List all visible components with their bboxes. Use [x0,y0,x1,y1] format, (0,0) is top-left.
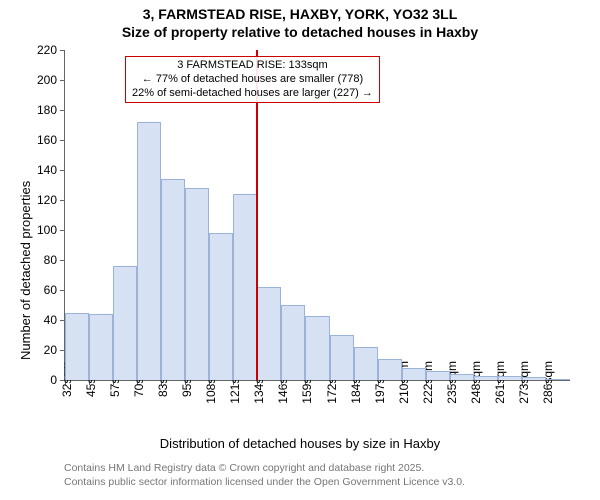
marker-info-line: 22% of semi-detached houses are larger (… [132,87,373,101]
xtick-label: 286sqm [541,361,555,411]
histogram-bar [89,314,113,380]
plot-area: 02040608010012014016018020022032sqm45sqm… [64,50,570,381]
y-axis-label: Number of detached properties [18,181,33,360]
histogram-bar [330,335,354,380]
histogram-bar [161,179,185,380]
xtick-label: 248sqm [469,361,483,411]
xtick-label: 273sqm [517,361,531,411]
ytick-label: 20 [44,343,57,357]
chart-title-line2: Size of property relative to detached ho… [0,24,600,40]
ytick-mark [60,290,65,291]
histogram-bar [209,233,233,380]
ytick-label: 60 [44,283,57,297]
histogram-bar [281,305,305,380]
marker-info-line: 3 FARMSTEAD RISE: 133sqm [132,59,373,73]
ytick-label: 80 [44,253,57,267]
histogram-bar [402,368,426,380]
ytick-mark [60,50,65,51]
histogram-bar [257,287,281,380]
ytick-label: 220 [37,43,57,57]
histogram-bar [474,376,498,381]
ytick-label: 160 [37,133,57,147]
histogram-bar [498,376,522,381]
ytick-mark [60,110,65,111]
ytick-mark [60,260,65,261]
histogram-bar [450,374,474,380]
ytick-mark [60,170,65,171]
footer-line1: Contains HM Land Registry data © Crown c… [64,462,465,476]
histogram-bar [137,122,161,380]
ytick-label: 180 [37,103,57,117]
ytick-label: 0 [50,373,57,387]
ytick-label: 200 [37,73,57,87]
ytick-mark [60,80,65,81]
histogram-bar [305,316,329,381]
histogram-bar [378,359,402,380]
marker-info-line: ← 77% of detached houses are smaller (77… [132,73,373,87]
x-axis-label: Distribution of detached houses by size … [0,436,600,451]
ytick-label: 100 [37,223,57,237]
histogram-bar [185,188,209,380]
ytick-mark [60,230,65,231]
ytick-label: 40 [44,313,57,327]
xtick-label: 261sqm [493,361,507,411]
histogram-bar [65,313,89,381]
histogram-bar [113,266,137,380]
ytick-mark [60,200,65,201]
ytick-mark [60,140,65,141]
histogram-bar [426,371,450,380]
histogram-bar [354,347,378,380]
marker-info-box: 3 FARMSTEAD RISE: 133sqm← 77% of detache… [125,56,380,103]
xtick-label: 235sqm [445,361,459,411]
ytick-label: 120 [37,193,57,207]
histogram-bar [522,377,546,380]
ytick-label: 140 [37,163,57,177]
histogram-bar [546,379,570,380]
footer-line2: Contains public sector information licen… [64,476,465,490]
chart-title-line1: 3, FARMSTEAD RISE, HAXBY, YORK, YO32 3LL [0,6,600,22]
histogram-bar [233,194,257,380]
footer-attribution: Contains HM Land Registry data © Crown c… [64,462,465,489]
